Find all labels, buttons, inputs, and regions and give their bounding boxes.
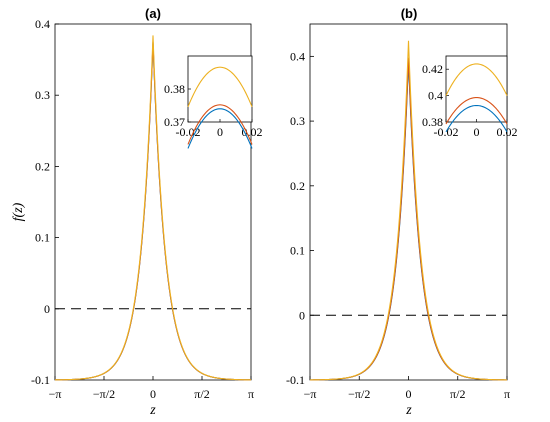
panel-b: (b) -0.1 0 0.1 0.2 0.3 0.4 −π −π/2 0 π/2 π z 0.38… — [286, 6, 518, 418]
x-tick-label: 0 — [406, 387, 412, 401]
inset-y-tick-label: 0.38 — [164, 82, 185, 96]
inset-x-tick-label: -0.02 — [176, 125, 201, 139]
inset-series-line-3 — [445, 63, 508, 96]
panel-a-title: (a) — [145, 6, 161, 21]
panel-b-x-ticks: −π −π/2 0 π/2 π — [304, 376, 510, 401]
y-tick-label: 0.3 — [290, 114, 305, 128]
panel-b-inset: 0.38 0.4 0.42 -0.02 0 0.02 — [422, 55, 518, 139]
panel-a-inset: 0.370.38-0.02 0 0.02 — [164, 55, 263, 149]
inset-x-tick-label: -0.02 — [434, 125, 459, 139]
inset-series-line-3 — [187, 66, 253, 108]
y-tick-label: 0.2 — [290, 179, 305, 193]
series-line-3 — [309, 40, 508, 381]
x-tick-label: π — [504, 387, 510, 401]
panel-b-inset-series — [445, 63, 508, 133]
y-tick-label: -0.1 — [31, 373, 50, 387]
inset-y-tick-label: 0.4 — [428, 89, 443, 103]
x-tick-label: −π/2 — [348, 387, 370, 401]
y-tick-label: 0.3 — [35, 88, 50, 102]
panel-a-x-axis-label: z — [149, 403, 156, 418]
panel-b-series — [309, 40, 508, 381]
panel-b-title: (b) — [401, 6, 418, 21]
x-tick-label: −π — [49, 387, 62, 401]
inset-series-line-1 — [445, 104, 508, 133]
panel-a-x-ticks: −π −π/2 0 π/2 π — [49, 376, 254, 401]
x-tick-label: −π — [304, 387, 317, 401]
panel-a-inset-frame — [187, 55, 253, 123]
x-tick-label: π — [248, 387, 254, 401]
inset-x-tick-label: 0.02 — [497, 125, 518, 139]
y-tick-label: 0.1 — [290, 244, 305, 258]
inset-y-tick-label: 0.38 — [422, 115, 443, 129]
panel-b-x-axis-label: z — [405, 403, 412, 418]
y-tick-label: 0.4 — [35, 17, 50, 31]
panel-a-y-ticks: -0.1 0 0.1 0.2 0.3 0.4 — [31, 17, 59, 387]
series-line-3 — [54, 35, 252, 381]
y-tick-label: 0 — [299, 308, 305, 322]
y-tick-label: 0.1 — [35, 231, 50, 245]
inset-y-tick-label: 0.37 — [164, 115, 185, 129]
x-tick-label: π/2 — [450, 387, 465, 401]
panel-a-inset-series — [187, 66, 253, 149]
x-tick-label: −π/2 — [93, 387, 115, 401]
inset-x-tick-label: 0 — [474, 125, 480, 139]
inset-series-line-2 — [445, 97, 508, 125]
panel-a-series — [54, 35, 252, 381]
x-tick-label: π/2 — [194, 387, 209, 401]
y-tick-label: 0.2 — [35, 159, 50, 173]
inset-x-tick-label: 0 — [217, 125, 223, 139]
panel-a: (a) -0.1 0 0.1 0.2 0.3 0.4 −π −π/2 0 π/2 π f(z) z… — [11, 6, 263, 418]
panel-b-inset-frame — [445, 55, 508, 123]
panel-b-inset-ticks: 0.38 0.4 0.42 -0.02 0 0.02 — [422, 62, 518, 139]
inset-series-line-2 — [187, 104, 253, 145]
panel-a-y-axis-label-text: f(z) — [11, 202, 26, 221]
panel-b-y-ticks: -0.1 0 0.1 0.2 0.3 0.4 — [286, 49, 314, 387]
x-tick-label: 0 — [150, 387, 156, 401]
y-tick-label: 0.4 — [290, 49, 305, 63]
panel-a-y-axis-label: f(z) — [11, 202, 26, 221]
inset-y-tick-label: 0.42 — [422, 62, 443, 76]
inset-series-line-1 — [187, 108, 253, 149]
y-tick-label: 0 — [44, 302, 50, 316]
y-tick-label: -0.1 — [286, 373, 305, 387]
